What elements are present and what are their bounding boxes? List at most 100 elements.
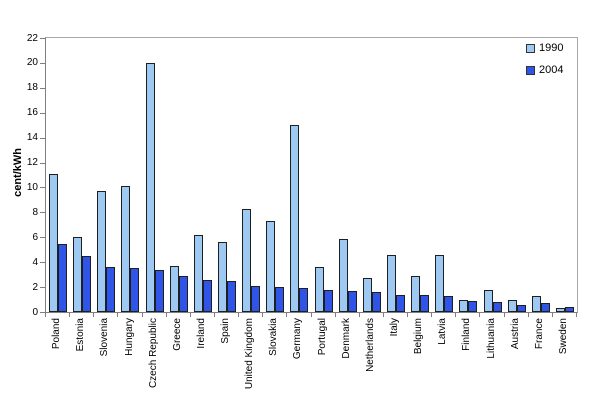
- y-tick-mark-20: [40, 63, 45, 64]
- bar-1990-ireland: [193, 234, 203, 312]
- legend-entry-2004: 2004: [526, 64, 563, 77]
- x-tick-mark-15: [407, 313, 408, 317]
- y-tick-label-8: 8: [32, 206, 38, 218]
- legend: 1990 2004: [526, 42, 563, 86]
- x-tick-mark-18: [479, 313, 480, 317]
- bar-2004-slovakia: [275, 287, 285, 312]
- x-tick-mark-20: [528, 313, 529, 317]
- x-tick-mark-1: [69, 313, 70, 317]
- x-tick-mark-0: [45, 313, 46, 317]
- bar-1990-hungary: [121, 186, 131, 312]
- x-tick-mark-10: [286, 313, 287, 317]
- x-tick-mark-17: [455, 313, 456, 317]
- bar-2004-hungary: [130, 268, 140, 312]
- x-tick-mark-7: [214, 313, 215, 317]
- y-tick-mark-12: [40, 163, 45, 164]
- x-tick-mark-5: [166, 313, 167, 317]
- bar-2004-germany: [299, 288, 309, 312]
- x-label-text-italy: Italy: [389, 318, 400, 337]
- y-tick-label-0: 0: [32, 306, 38, 318]
- x-tick-mark-22: [576, 313, 577, 317]
- x-tick-mark-16: [431, 313, 432, 317]
- x-label-text-slovakia: Slovakia: [268, 318, 280, 356]
- bar-2004-denmark: [347, 290, 357, 312]
- bar-1990-belgium: [411, 275, 421, 312]
- x-label-text-lithuania: Lithuania: [485, 318, 497, 359]
- y-tick-mark-0: [40, 312, 45, 313]
- x-tick-mark-13: [359, 313, 360, 317]
- x-label-text-germany: Germany: [292, 318, 304, 360]
- bar-2004-sweden: [564, 307, 574, 312]
- legend-swatch-1990: [526, 44, 535, 53]
- bar-2004-italy: [395, 294, 405, 312]
- y-tick-label-22: 22: [26, 32, 38, 44]
- bar-1990-netherlands: [362, 278, 372, 312]
- x-label-text-poland: Poland: [51, 318, 63, 350]
- x-tick-mark-4: [142, 313, 143, 317]
- bar-2004-belgium: [420, 294, 430, 312]
- x-tick-mark-3: [117, 313, 118, 317]
- plot-area: [45, 37, 578, 313]
- bar-2004-estonia: [82, 256, 92, 312]
- x-tick-mark-2: [93, 313, 94, 317]
- y-tick-label-16: 16: [26, 107, 38, 119]
- y-tick-mark-8: [40, 212, 45, 213]
- x-label-latvia: Latvia: [437, 318, 464, 345]
- bar-1990-united-kingdom: [242, 208, 252, 312]
- legend-entry-1990: 1990: [526, 42, 563, 55]
- y-tick-label-10: 10: [26, 181, 38, 193]
- bar-2004-netherlands: [371, 292, 381, 312]
- y-tick-mark-16: [40, 113, 45, 114]
- x-label-text-belgium: Belgium: [413, 318, 425, 355]
- bar-1990-austria: [507, 299, 517, 312]
- x-tick-mark-21: [552, 313, 553, 317]
- x-tick-mark-8: [238, 313, 239, 317]
- x-label-text-greece: Greece: [171, 318, 183, 351]
- y-tick-mark-2: [40, 287, 45, 288]
- y-tick-mark-4: [40, 262, 45, 263]
- x-label-text-finland: Finland: [461, 318, 473, 351]
- bar-2004-portugal: [323, 289, 333, 312]
- x-tick-mark-6: [190, 313, 191, 317]
- y-tick-label-14: 14: [26, 132, 38, 144]
- bar-1990-greece: [169, 265, 179, 312]
- bar-1990-estonia: [73, 237, 83, 312]
- x-label-text-sweden: Sweden: [557, 318, 569, 355]
- x-tick-mark-14: [383, 313, 384, 317]
- y-tick-mark-22: [40, 38, 45, 39]
- bar-1990-slovakia: [266, 221, 276, 312]
- x-label-text-slovenia: Slovenia: [99, 318, 111, 357]
- x-tick-mark-12: [335, 313, 336, 317]
- x-label-text-netherlands: Netherlands: [364, 318, 376, 372]
- bar-1990-sweden: [555, 308, 565, 312]
- y-tick-label-2: 2: [32, 281, 38, 293]
- y-tick-label-4: 4: [32, 256, 38, 268]
- x-tick-mark-9: [262, 313, 263, 317]
- x-tick-mark-11: [311, 313, 312, 317]
- x-label-spain: Spain: [220, 318, 246, 344]
- bar-2004-latvia: [444, 295, 454, 312]
- y-tick-label-6: 6: [32, 231, 38, 243]
- bar-1990-czech-republic: [145, 62, 155, 312]
- bar-2004-austria: [516, 304, 526, 312]
- bar-2004-greece: [178, 275, 188, 312]
- bar-1990-spain: [218, 242, 228, 312]
- bar-1990-denmark: [338, 238, 348, 312]
- bar-2004-czech-republic: [154, 269, 164, 312]
- y-tick-label-18: 18: [26, 82, 38, 94]
- x-label-text-united-kingdom: United Kingdom: [244, 318, 256, 390]
- bar-1990-france: [531, 295, 541, 312]
- y-tick-mark-10: [40, 187, 45, 188]
- bar-2004-finland: [468, 300, 478, 312]
- y-tick-label-20: 20: [26, 57, 38, 69]
- y-tick-mark-6: [40, 237, 45, 238]
- bar-1990-portugal: [314, 267, 324, 312]
- x-label-italy: Italy: [389, 318, 407, 336]
- x-label-text-latvia: Latvia: [437, 318, 449, 345]
- bar-1990-germany: [290, 125, 300, 312]
- bar-1990-latvia: [435, 254, 445, 312]
- x-label-text-spain: Spain: [220, 318, 231, 344]
- x-label-text-ireland: Ireland: [195, 318, 207, 349]
- bar-2004-slovenia: [106, 267, 116, 312]
